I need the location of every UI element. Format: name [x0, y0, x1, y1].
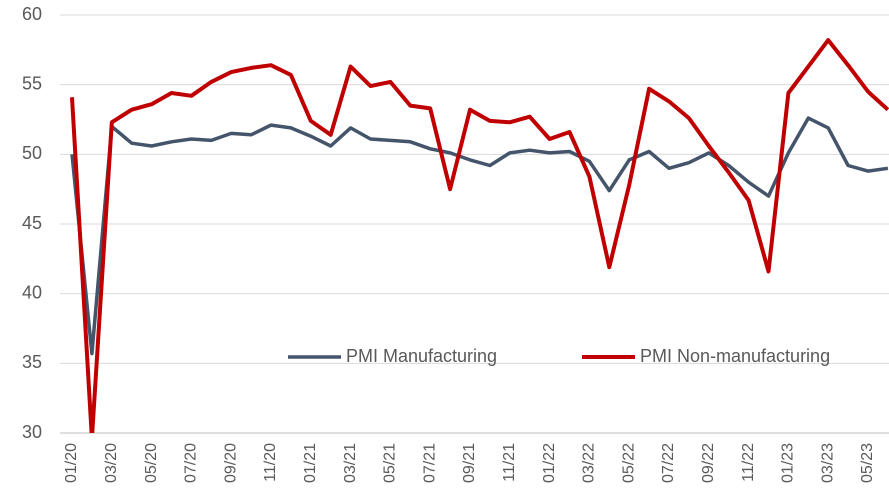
x-tick-label: 07/21 — [421, 443, 438, 483]
y-tick-label: 50 — [22, 143, 42, 163]
legend-label: PMI Manufacturing — [346, 346, 497, 366]
x-tick-label: 05/20 — [143, 443, 160, 483]
x-tick-label: 09/21 — [461, 443, 478, 483]
x-tick-label: 03/23 — [819, 443, 836, 483]
x-tick-label: 01/23 — [780, 443, 797, 483]
y-tick-label: 35 — [22, 352, 42, 372]
x-tick-label: 11/22 — [740, 443, 757, 482]
series-line — [70, 38, 889, 433]
plot-area — [70, 38, 889, 433]
x-tick-label: 11/20 — [262, 443, 279, 482]
y-tick-label: 45 — [22, 213, 42, 233]
x-tick-label: 05/22 — [620, 443, 637, 483]
x-tick-label: 01/22 — [541, 443, 558, 483]
x-tick-label: 03/20 — [103, 443, 120, 483]
x-tick-label: 05/23 — [859, 443, 876, 483]
x-tick-label: 05/21 — [382, 443, 399, 483]
y-tick-label: 40 — [22, 282, 42, 302]
x-tick-label: 07/22 — [660, 443, 677, 483]
y-tick-label: 30 — [22, 422, 42, 442]
y-tick-label: 55 — [22, 73, 42, 93]
x-tick-label: 07/20 — [183, 443, 200, 483]
x-tick-label: 11/21 — [501, 443, 518, 482]
y-tick-label: 60 — [22, 4, 42, 24]
series-line — [70, 116, 889, 356]
x-tick-label: 09/20 — [222, 443, 239, 483]
x-tick-label: 03/22 — [581, 443, 598, 483]
legend-label: PMI Non-manufacturing — [640, 346, 830, 366]
x-tick-label: 01/21 — [302, 443, 319, 483]
x-tick-label: 01/20 — [63, 443, 80, 483]
x-tick-label: 09/22 — [700, 443, 717, 483]
x-tick-label: 03/21 — [342, 443, 359, 483]
